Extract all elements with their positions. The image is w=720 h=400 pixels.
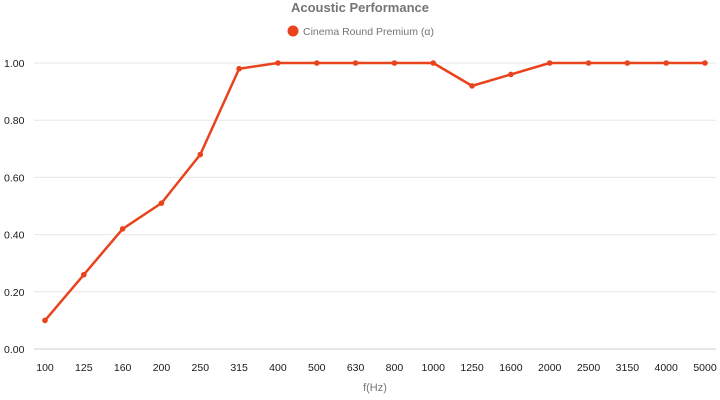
- gridlines: [34, 62, 716, 350]
- y-tick-label: 1.00: [4, 58, 25, 70]
- legend-label-series-1: Cinema Round Premium (α): [303, 26, 434, 38]
- data-point[interactable]: [158, 200, 165, 206]
- x-tick-label: 160: [114, 362, 132, 374]
- data-point[interactable]: [352, 60, 359, 66]
- x-tick-label: 2500: [577, 362, 601, 374]
- x-tick-label: 400: [269, 362, 287, 374]
- y-tick-label: 0.60: [4, 172, 25, 184]
- x-tick-label: 500: [308, 362, 326, 374]
- data-point[interactable]: [430, 60, 437, 66]
- y-tick-label: 0.80: [4, 115, 25, 127]
- legend-marker-series-1: [287, 25, 299, 37]
- data-point[interactable]: [81, 271, 87, 278]
- x-tick-label: 3150: [616, 362, 640, 374]
- x-tick-label: 2000: [538, 362, 562, 374]
- x-tick-label: 630: [347, 362, 365, 374]
- x-tick-label: 200: [153, 362, 171, 374]
- x-tick-label: 1600: [499, 362, 523, 374]
- x-tick-label: 800: [386, 362, 404, 374]
- x-tick-label: 250: [192, 362, 210, 374]
- data-point[interactable]: [546, 60, 553, 66]
- y-tick-label: 0.00: [4, 344, 25, 356]
- data-point[interactable]: [236, 65, 242, 72]
- x-tick-label: 1000: [422, 362, 446, 374]
- x-tick-label: 4000: [654, 362, 678, 374]
- data-point[interactable]: [391, 60, 398, 66]
- y-axis-ticks: 0.00 0.20 0.40 0.60 0.80 1.00: [4, 58, 25, 356]
- data-point[interactable]: [42, 317, 48, 324]
- chart-title: Acoustic Performance: [291, 0, 429, 15]
- data-point[interactable]: [275, 60, 281, 66]
- data-point[interactable]: [702, 60, 708, 66]
- series-layer: [42, 60, 708, 324]
- x-tick-label: 315: [230, 362, 248, 374]
- legend[interactable]: Cinema Round Premium (α): [287, 25, 434, 39]
- data-point[interactable]: [197, 151, 204, 158]
- data-point[interactable]: [469, 83, 475, 89]
- data-point[interactable]: [313, 60, 320, 66]
- data-point[interactable]: [585, 60, 592, 66]
- x-tick-label: 1250: [460, 362, 484, 374]
- data-point[interactable]: [624, 60, 631, 66]
- x-axis-ticks: 100 125 160 200 250 315 400 500 630 800 1000 1250 16…: [36, 362, 717, 374]
- x-tick-label: 5000: [693, 362, 717, 374]
- x-tick-label: 100: [36, 362, 54, 374]
- data-point[interactable]: [119, 226, 126, 232]
- y-tick-label: 0.20: [4, 287, 25, 299]
- y-tick-label: 0.40: [4, 230, 25, 242]
- series-line[interactable]: [43, 61, 707, 322]
- x-tick-label: 125: [75, 362, 93, 374]
- x-axis-title: f(Hz): [363, 382, 387, 394]
- data-point[interactable]: [663, 60, 669, 66]
- data-point[interactable]: [508, 71, 514, 78]
